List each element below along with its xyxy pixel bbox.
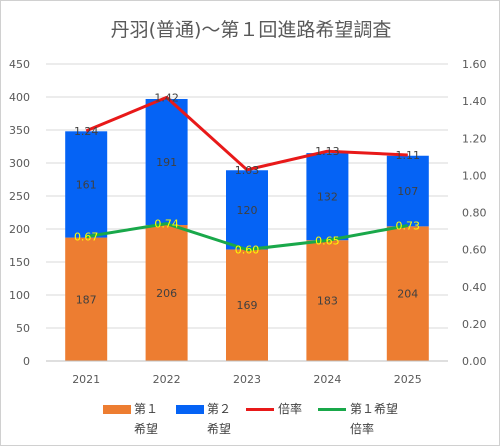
x-tick-label: 2023 <box>233 373 261 386</box>
data-label-second-choice: 107 <box>397 185 418 198</box>
bar-first-choice <box>145 225 188 361</box>
y-left-tick-label: 50 <box>16 322 30 335</box>
data-label-ratio: 1.42 <box>154 91 179 104</box>
y-left-tick-label: 0 <box>23 355 30 368</box>
legend-swatch-first-choice-ratio <box>318 408 346 411</box>
y-left-tick-label: 250 <box>9 190 30 203</box>
y-right-tick-label: 1.40 <box>462 95 487 108</box>
line-first-choice-ratio <box>85 222 409 252</box>
data-label-first-choice-ratio: 0.73 <box>396 219 421 232</box>
x-tick-label: 2021 <box>72 373 100 386</box>
bar-second-choice <box>65 131 108 238</box>
legend-label-first-choice-ratio-line2: 倍率 <box>350 422 375 436</box>
data-label-first-choice-ratio: 0.65 <box>315 234 340 247</box>
legend-swatch-first-choice <box>103 405 131 414</box>
x-tick-label: 2024 <box>313 373 341 386</box>
bar-second-choice <box>306 153 349 241</box>
y-left-tick-label: 400 <box>9 91 30 104</box>
chart-title: 丹羽(普通)〜第１回進路希望調査 <box>110 19 392 41</box>
bar-first-choice <box>226 249 268 361</box>
y-right-tick-label: 0.40 <box>462 281 487 294</box>
y-right-tick-label: 1.20 <box>462 132 487 145</box>
legend-label-second-choice-line2: 希望 <box>207 422 232 436</box>
chart-legend: 第１ 希望 第２ 希望 倍率 第１希望 倍率 <box>0 398 500 442</box>
y-left-tick-label: 200 <box>9 223 30 236</box>
data-label-second-choice: 120 <box>237 204 258 217</box>
bar-first-choice <box>386 226 429 361</box>
y-right-tick-label: 0.00 <box>462 355 487 368</box>
legend-label-second-choice: 第２ <box>207 402 232 416</box>
bar-second-choice <box>226 170 268 250</box>
data-label-ratio: 1.03 <box>235 164 260 177</box>
bar-second-choice <box>386 155 429 227</box>
data-label-first-choice-ratio: 0.74 <box>154 218 179 231</box>
legend-swatch-ratio <box>246 408 274 411</box>
bar-first-choice <box>65 237 108 361</box>
x-tick-label: 2025 <box>394 373 422 386</box>
data-label-first-choice: 169 <box>237 299 258 312</box>
data-label-ratio: 1.13 <box>315 145 340 158</box>
bar-first-choice <box>306 240 349 361</box>
y-left-tick-label: 300 <box>9 157 30 170</box>
bar-second-choice <box>145 98 188 226</box>
legend-label-first-choice: 第１ <box>134 402 159 416</box>
data-label-first-choice: 206 <box>156 287 177 300</box>
y-right-tick-label: 1.00 <box>462 169 487 182</box>
y-right-tick-label: 0.80 <box>462 207 487 220</box>
y-right-tick-label: 0.20 <box>462 318 487 331</box>
y-right-tick-label: 0.60 <box>462 244 487 257</box>
x-tick-label: 2022 <box>153 373 181 386</box>
data-label-first-choice-ratio: 0.60 <box>235 244 260 257</box>
data-label-second-choice: 132 <box>317 191 338 204</box>
data-label-first-choice-ratio: 0.67 <box>74 231 99 244</box>
y-left-tick-label: 450 <box>9 58 30 71</box>
y-right-tick-label: 1.60 <box>462 58 487 71</box>
line-ratio <box>85 95 408 172</box>
data-label-first-choice: 183 <box>317 295 338 308</box>
data-label-ratio: 1.11 <box>396 149 421 162</box>
data-label-first-choice: 187 <box>76 293 97 306</box>
data-label-ratio: 1.24 <box>74 125 99 138</box>
data-label-second-choice: 191 <box>156 156 177 169</box>
y-left-tick-label: 350 <box>9 124 30 137</box>
legend-label-first-choice-line2: 希望 <box>134 422 159 436</box>
legend-swatch-second-choice <box>176 405 204 414</box>
legend-label-first-choice-ratio: 第１希望 <box>350 402 399 416</box>
legend-label-ratio: 倍率 <box>278 402 303 416</box>
data-label-second-choice: 161 <box>76 178 97 191</box>
y-left-tick-label: 150 <box>9 256 30 269</box>
data-label-first-choice: 204 <box>397 288 418 301</box>
y-left-tick-label: 100 <box>9 289 30 302</box>
